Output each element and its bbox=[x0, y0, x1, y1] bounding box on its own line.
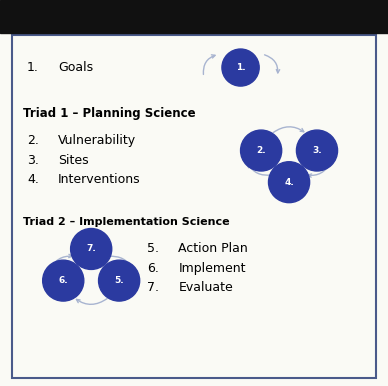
Text: 1.: 1. bbox=[27, 61, 39, 74]
Text: Action Plan: Action Plan bbox=[178, 242, 248, 256]
Text: Goals: Goals bbox=[58, 61, 94, 74]
Circle shape bbox=[71, 229, 112, 269]
FancyArrowPatch shape bbox=[265, 55, 280, 73]
Text: 3.: 3. bbox=[312, 146, 322, 155]
Text: 4.: 4. bbox=[27, 173, 39, 186]
Text: Evaluate: Evaluate bbox=[178, 281, 233, 294]
Text: 5.: 5. bbox=[147, 242, 159, 256]
Text: 2.: 2. bbox=[256, 146, 266, 155]
FancyArrowPatch shape bbox=[248, 164, 272, 175]
Text: Triad 1 – Planning Science: Triad 1 – Planning Science bbox=[23, 107, 196, 120]
Text: 6.: 6. bbox=[147, 262, 159, 275]
Circle shape bbox=[222, 49, 259, 86]
FancyArrowPatch shape bbox=[109, 256, 132, 269]
Circle shape bbox=[268, 162, 310, 203]
Bar bbox=[0, 0, 388, 33]
FancyArrowPatch shape bbox=[76, 298, 107, 304]
FancyArrowPatch shape bbox=[203, 55, 215, 74]
Circle shape bbox=[99, 260, 140, 301]
Text: 7.: 7. bbox=[86, 244, 96, 254]
Circle shape bbox=[296, 130, 338, 171]
Circle shape bbox=[43, 260, 84, 301]
Text: 2.: 2. bbox=[27, 134, 39, 147]
FancyArrowPatch shape bbox=[273, 127, 304, 133]
Text: Sites: Sites bbox=[58, 154, 89, 167]
Text: Triad 2 – Implementation Science: Triad 2 – Implementation Science bbox=[23, 217, 230, 227]
FancyArrowPatch shape bbox=[308, 163, 331, 177]
Text: 6.: 6. bbox=[59, 276, 68, 285]
FancyArrowPatch shape bbox=[50, 254, 72, 270]
FancyBboxPatch shape bbox=[12, 35, 376, 378]
Text: Implement: Implement bbox=[178, 262, 246, 275]
Text: Vulnerability: Vulnerability bbox=[58, 134, 136, 147]
Circle shape bbox=[241, 130, 282, 171]
Text: Interventions: Interventions bbox=[58, 173, 141, 186]
Text: 5.: 5. bbox=[114, 276, 124, 285]
Text: 7.: 7. bbox=[147, 281, 159, 294]
Text: 4.: 4. bbox=[284, 178, 294, 187]
Text: 3.: 3. bbox=[27, 154, 39, 167]
Text: 1.: 1. bbox=[236, 63, 245, 72]
